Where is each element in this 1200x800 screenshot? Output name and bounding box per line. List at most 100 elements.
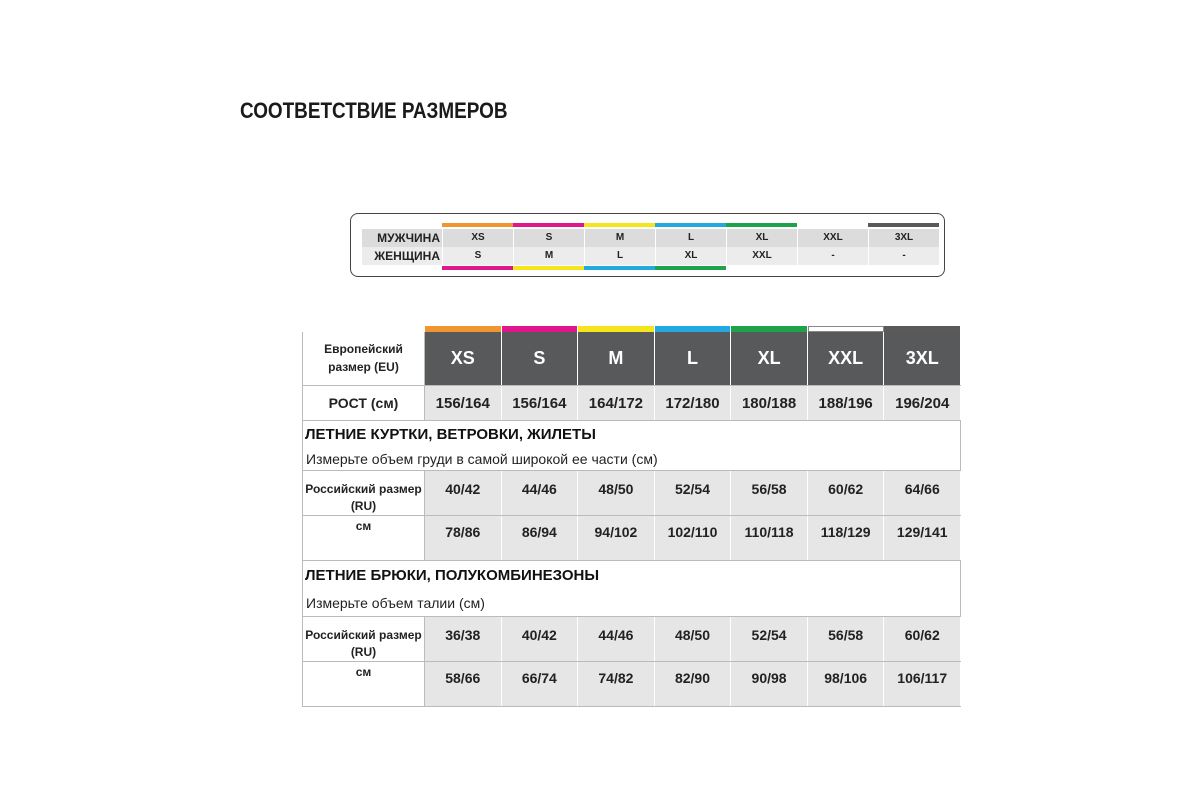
cm-row-cell: 90/98 xyxy=(731,662,808,706)
women-size-cell: M xyxy=(513,247,584,265)
women-size-cell: L xyxy=(584,247,655,265)
height-row-cell: 196/204 xyxy=(884,386,962,420)
ru-size-row-cell: 44/46 xyxy=(578,617,655,661)
color-bar xyxy=(868,223,939,227)
cm-row-cell: 110/118 xyxy=(731,516,808,560)
women-size-cell: - xyxy=(868,247,939,265)
eu-size-row-cell: M xyxy=(578,332,655,385)
ru-size-row-cell: 48/50 xyxy=(654,617,732,661)
cm-row-cell: 98/106 xyxy=(807,662,885,706)
eu-size-row-cell: S xyxy=(501,332,579,385)
men-row: МУЖЧИНА XS S M L XL XXL 3XL xyxy=(362,229,939,247)
color-bars-men xyxy=(442,223,939,227)
eu-size-row-cell: L xyxy=(654,332,732,385)
men-size-cell: 3XL xyxy=(868,229,939,247)
ru-size-row: Российский размер (RU) 40/42 44/46 48/50 52/… xyxy=(302,471,962,516)
cm-row-cell: 82/90 xyxy=(654,662,732,706)
page-title: СООТВЕТСТВИЕ РАЗМЕРОВ xyxy=(240,98,508,123)
eu-size-row-cell: 3XL xyxy=(884,332,962,385)
color-bar xyxy=(731,326,808,332)
women-size-cell: XXL xyxy=(726,247,797,265)
eu-size-row-cell: XL xyxy=(731,332,808,385)
height-row: РОСТ (см) 156/164 156/164 164/172 172/180 180… xyxy=(302,386,962,421)
cm-row-cell: 74/82 xyxy=(578,662,655,706)
color-bar xyxy=(584,223,655,227)
cm-row: см 78/86 86/94 94/102 102/110 110/118 118/129 1… xyxy=(302,516,962,561)
color-bar-empty xyxy=(797,223,868,227)
color-bar xyxy=(884,326,962,332)
color-bar xyxy=(654,326,732,332)
color-bar xyxy=(807,326,885,332)
cm-row-cell: 106/117 xyxy=(884,662,962,706)
height-row-cell: 188/196 xyxy=(807,386,885,420)
ru-size-row: Российский размер (RU) 36/38 40/42 44/46 48/… xyxy=(302,617,962,662)
section-title: ЛЕТНИЕ БРЮКИ, ПОЛУКОМБИНЕЗОНЫ xyxy=(302,561,961,591)
color-bar xyxy=(655,223,726,227)
men-size-cell: L xyxy=(655,229,726,247)
women-size-cell: XL xyxy=(655,247,726,265)
color-bar xyxy=(425,326,502,332)
ru-size-row-label: Российский размер (RU) xyxy=(302,617,425,661)
ru-size-row-cell: 60/62 xyxy=(884,617,962,661)
color-bar xyxy=(513,266,584,270)
color-bars-women xyxy=(442,266,726,270)
ru-size-row-cell: 44/46 xyxy=(501,471,579,515)
eu-size-row: Европейский размер (EU) XS S M L XL XXL 3XL xyxy=(302,332,962,386)
height-row-cell: 156/164 xyxy=(501,386,579,420)
color-bar xyxy=(513,223,584,227)
eu-size-row-label: Европейский размер (EU) xyxy=(302,332,425,385)
ru-size-row-cell: 52/54 xyxy=(731,617,808,661)
men-label: МУЖЧИНА xyxy=(362,229,442,247)
ru-size-row-cell: 48/50 xyxy=(578,471,655,515)
cm-row-cell: 118/129 xyxy=(807,516,885,560)
cm-row-cell: 129/141 xyxy=(884,516,962,560)
cm-row-cell: 58/66 xyxy=(424,662,502,706)
women-row: ЖЕНЩИНА S M L XL XXL - - xyxy=(362,247,939,265)
cm-row-cell: 94/102 xyxy=(578,516,655,560)
cm-row-cell: 78/86 xyxy=(424,516,502,560)
height-row-cell: 164/172 xyxy=(578,386,655,420)
section-title: ЛЕТНИЕ КУРТКИ, ВЕТРОВКИ, ЖИЛЕТЫ xyxy=(302,421,961,449)
color-bar xyxy=(501,326,579,332)
color-bar xyxy=(442,266,513,270)
height-row-cell: 172/180 xyxy=(654,386,732,420)
color-bar xyxy=(726,223,797,227)
color-bar xyxy=(442,223,513,227)
height-row-cell: 156/164 xyxy=(424,386,502,420)
color-bar xyxy=(578,326,655,332)
cm-row-label: см xyxy=(302,516,425,560)
women-size-cell: - xyxy=(797,247,868,265)
ru-size-row-cell: 40/42 xyxy=(424,471,502,515)
color-bars xyxy=(425,326,962,332)
cm-row-cell: 102/110 xyxy=(654,516,732,560)
section-subtitle: Измерьте объем груди в самой широкой ее … xyxy=(302,449,961,471)
women-size-cell: S xyxy=(442,247,513,265)
men-size-cell: XXL xyxy=(797,229,868,247)
color-bar xyxy=(655,266,726,270)
ru-size-row-cell: 64/66 xyxy=(884,471,962,515)
section-subtitle: Измерьте объем талии (см) xyxy=(302,591,961,617)
ru-size-row-cell: 36/38 xyxy=(424,617,502,661)
men-size-cell: M xyxy=(584,229,655,247)
eu-size-row-cell: XS xyxy=(424,332,502,385)
height-row-label: РОСТ (см) xyxy=(302,386,425,420)
ru-size-row-cell: 56/58 xyxy=(731,471,808,515)
height-row-cell: 180/188 xyxy=(731,386,808,420)
eu-size-row-cell: XXL xyxy=(807,332,885,385)
ru-size-row-cell: 60/62 xyxy=(807,471,885,515)
color-bar xyxy=(584,266,655,270)
ru-size-row-cell: 52/54 xyxy=(654,471,732,515)
ru-size-row-cell: 40/42 xyxy=(501,617,579,661)
ru-size-row-cell: 56/58 xyxy=(807,617,885,661)
gender-correspondence-box xyxy=(350,213,945,277)
cm-row-cell: 66/74 xyxy=(501,662,579,706)
men-size-cell: XL xyxy=(726,229,797,247)
size-table: Европейский размер (EU) XS S M L XL XXL 3XL РОСТ… xyxy=(302,326,962,707)
women-label: ЖЕНЩИНА xyxy=(362,247,442,265)
men-size-cell: S xyxy=(513,229,584,247)
cm-row-label: см xyxy=(302,662,425,706)
men-size-cell: XS xyxy=(442,229,513,247)
cm-row-cell: 86/94 xyxy=(501,516,579,560)
ru-size-row-label: Российский размер (RU) xyxy=(302,471,425,515)
cm-row: см 58/66 66/74 74/82 82/90 90/98 98/106 106/117 xyxy=(302,662,962,707)
